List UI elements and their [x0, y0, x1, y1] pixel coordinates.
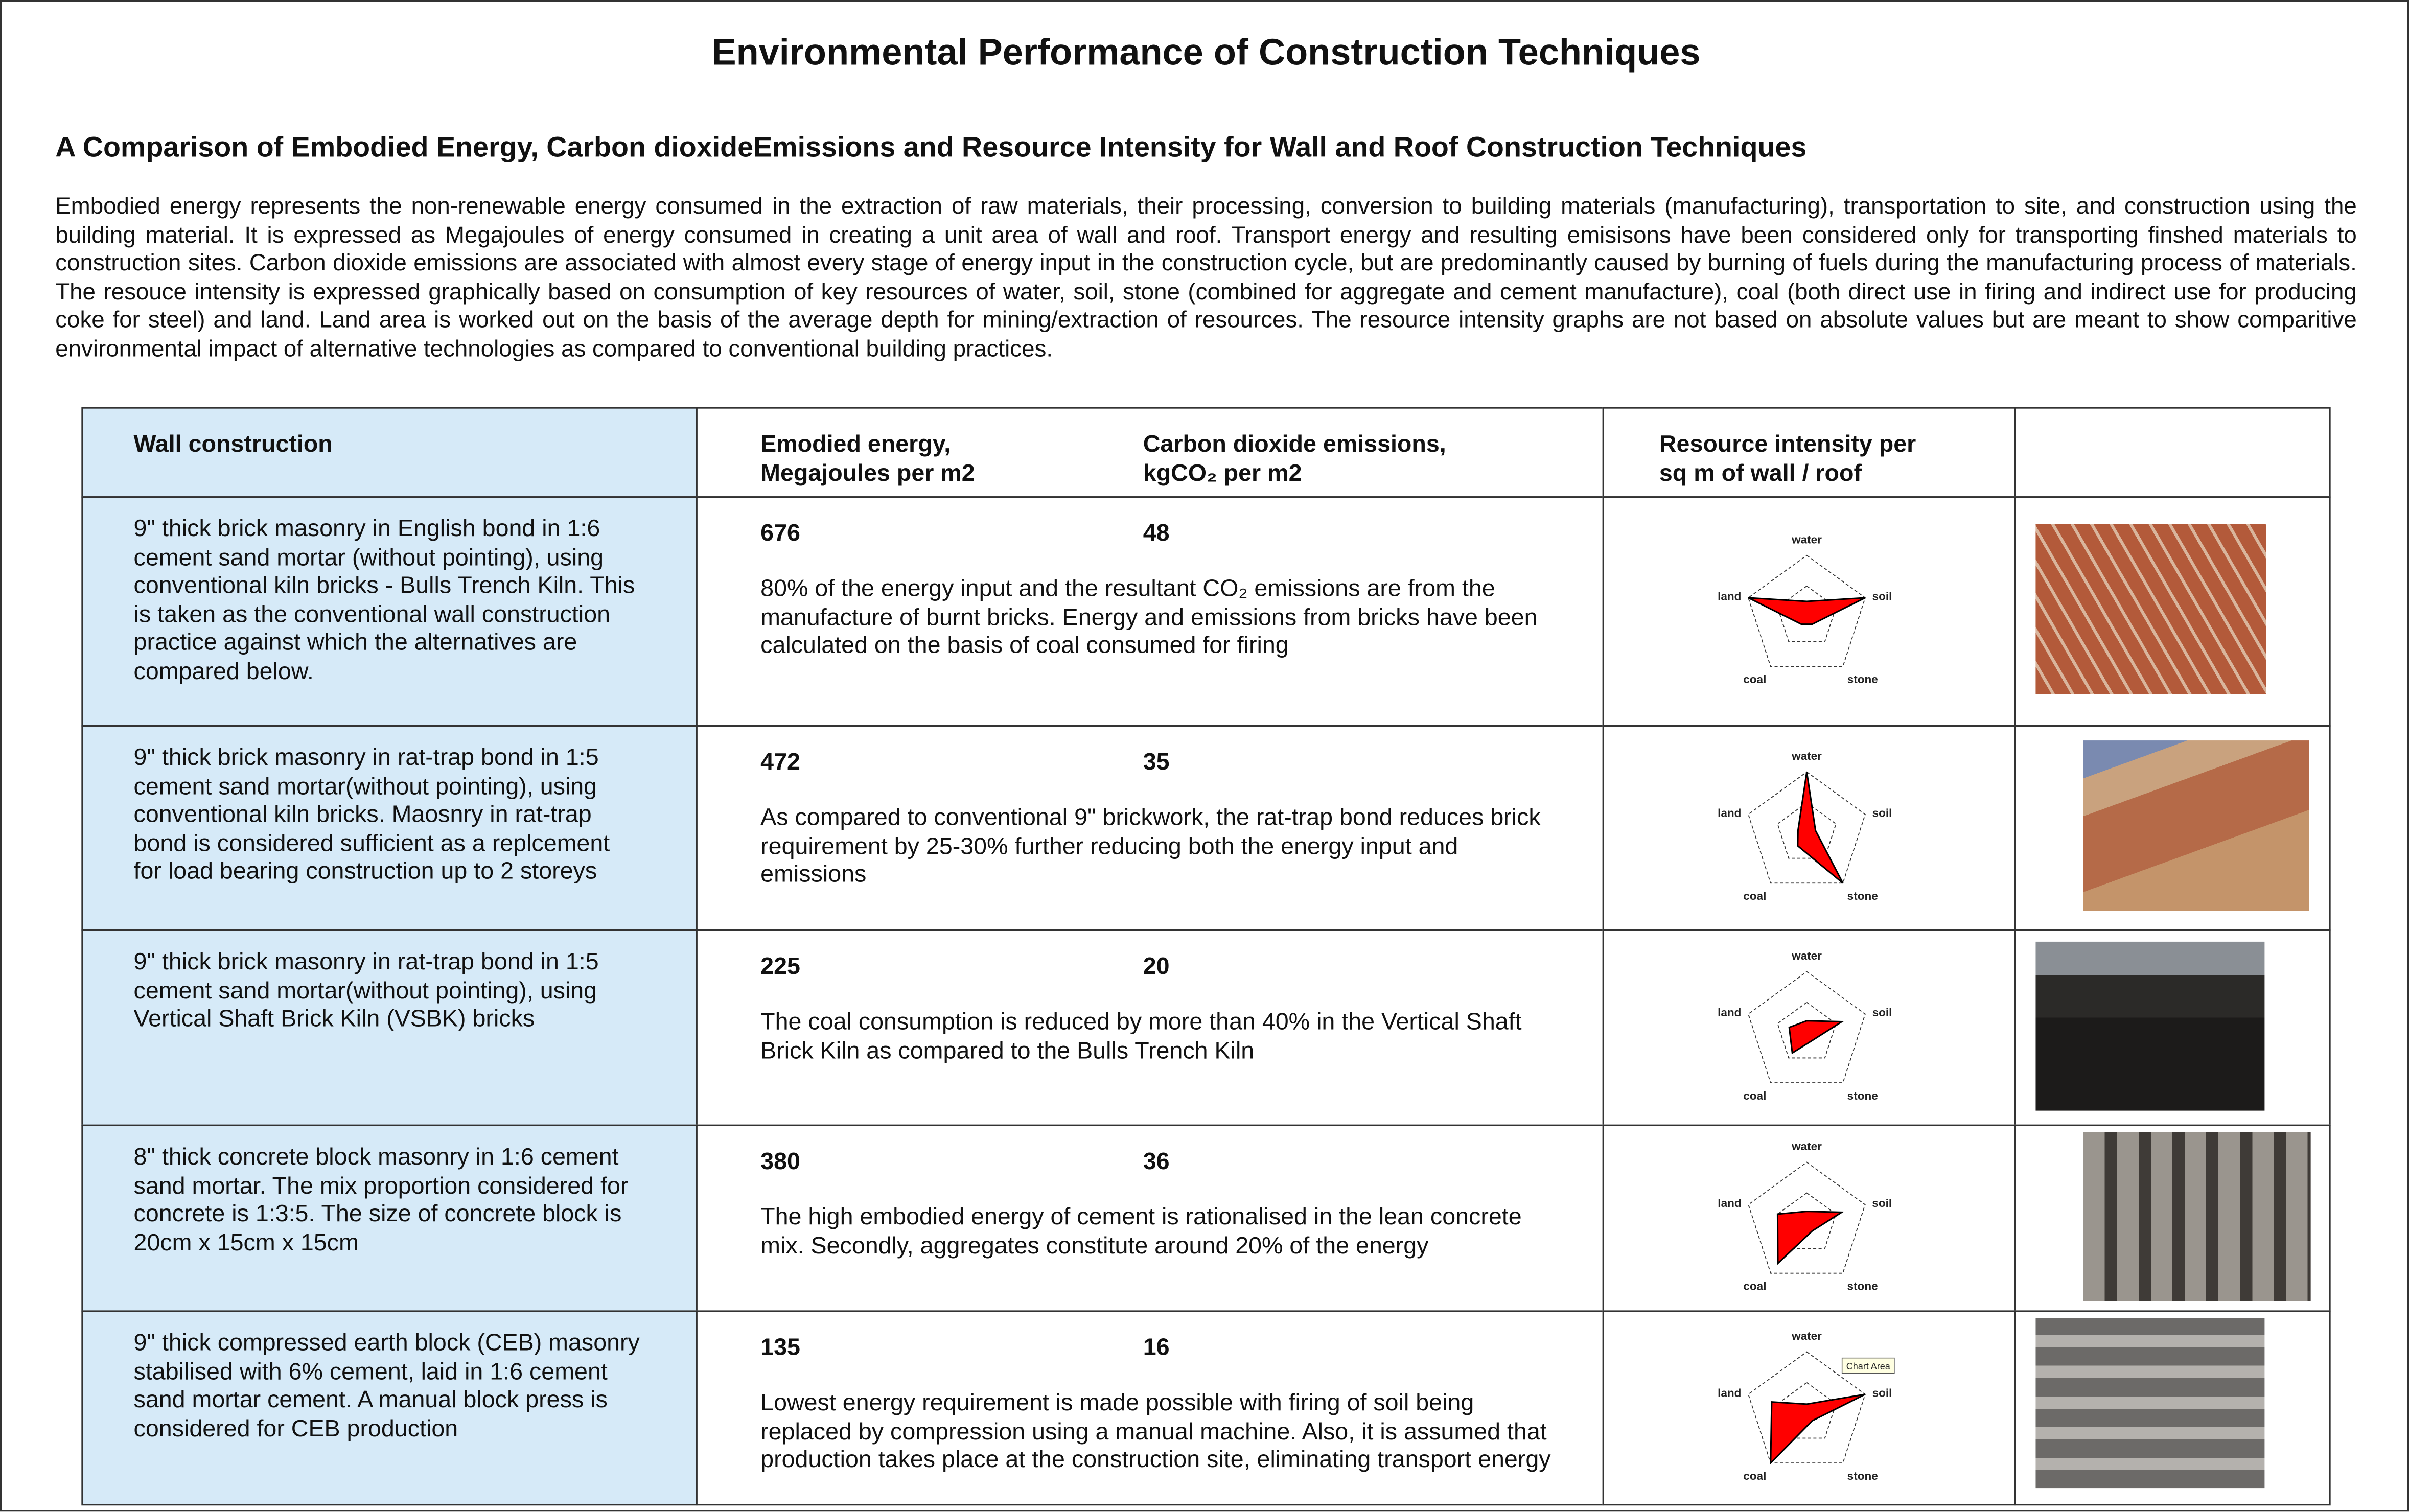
- table-cell: [696, 1124, 1604, 1312]
- column-header: Carbon dioxide emissions, kgCO₂ per m2: [1143, 431, 1446, 486]
- radar-axis-label: water: [1791, 949, 1822, 962]
- title: Environmental Performance of Constructio…: [711, 32, 1701, 74]
- photo: [2035, 524, 2266, 694]
- radar-chart: water soil stone coal land: [1718, 1140, 1892, 1292]
- table-cell: [696, 496, 1604, 727]
- radar-axis-label: soil: [1872, 1386, 1892, 1399]
- co2-emissions: 20: [1143, 953, 1170, 981]
- row-note: Lowest energy requirement is made possib…: [760, 1390, 1551, 1474]
- co2-emissions: 48: [1143, 521, 1170, 547]
- intro: Embodied energy represents the non-renew…: [55, 193, 2357, 362]
- radar-axis-label: water: [1791, 1330, 1822, 1342]
- tooltip: Chart Area: [1846, 1361, 1891, 1371]
- tooltip-box: [1841, 1357, 1895, 1374]
- radar-axis-label: water: [1791, 1140, 1822, 1153]
- radar-axis-label: water: [1791, 750, 1822, 762]
- co2-emissions: 36: [1143, 1149, 1170, 1175]
- row-note: The coal consumption is reduced by more …: [760, 1009, 1522, 1064]
- radar-axis-label: land: [1718, 1006, 1741, 1019]
- radar-axis-label: stone: [1847, 673, 1878, 686]
- embodied-energy: 135: [760, 1335, 800, 1361]
- radar-axis-label: stone: [1847, 1089, 1878, 1102]
- radar-ring: [1748, 1161, 1866, 1274]
- radar-chart: water soil stone coal land Chart Area: [1718, 1330, 1895, 1482]
- resource-polygon: [1770, 1393, 1866, 1465]
- radar-axis-label: soil: [1872, 1197, 1892, 1209]
- row-note: The high embodied energy of cement is ra…: [760, 1204, 1522, 1260]
- radar-axis-label: coal: [1743, 890, 1766, 902]
- radar-axis-label: soil: [1872, 806, 1892, 819]
- resource-polygon: [1748, 597, 1866, 625]
- radar-axis-label: coal: [1743, 1280, 1766, 1292]
- embodied-energy: 225: [760, 953, 800, 981]
- row-description: 9" thick brick masonry in rat-trap bond …: [133, 949, 599, 1033]
- table-cell: [696, 407, 1604, 498]
- photo: [2083, 1132, 2311, 1301]
- radar-axis-label: coal: [1743, 673, 1766, 686]
- co2-emissions: 35: [1143, 750, 1170, 776]
- column-header: Wall construction: [133, 431, 333, 458]
- radar-axis-label: land: [1718, 1386, 1741, 1399]
- table-cell: [81, 496, 698, 727]
- photo: [2035, 941, 2265, 1111]
- radar-axis-label: land: [1718, 1197, 1741, 1209]
- table-cell: [81, 407, 698, 498]
- column-header: Emodied energy, Megajoules per m2: [760, 431, 975, 486]
- radar-axis-label: water: [1791, 533, 1822, 546]
- embodied-energy: 380: [760, 1149, 800, 1175]
- embodied-energy: 676: [760, 521, 800, 547]
- radar-axis-label: stone: [1847, 890, 1878, 902]
- co2-emissions: 16: [1143, 1335, 1170, 1361]
- row-description: 8" thick concrete block masonry in 1:6 c…: [133, 1144, 629, 1257]
- radar-axis-label: coal: [1743, 1089, 1766, 1102]
- table-cell: [81, 1124, 698, 1312]
- resource-polygon: [1788, 1020, 1845, 1055]
- table-cell: [81, 725, 698, 931]
- photo: [2035, 1318, 2265, 1489]
- radar-chart: water soil stone coal land: [1718, 750, 1892, 902]
- radar-ring: [1748, 771, 1866, 884]
- radar-axis-label: soil: [1872, 1006, 1892, 1019]
- column-header: Resource intensity per sq m of wall / ro…: [1659, 431, 1916, 486]
- row-description: 9" thick brick masonry in rat-trap bond …: [133, 745, 610, 886]
- radar-chart: water soil stone coal land: [1718, 533, 1892, 686]
- table-cell: [696, 1310, 1604, 1506]
- table-cell: [81, 929, 698, 1126]
- radar-axis-label: land: [1718, 590, 1741, 602]
- row-description: 9" thick brick masonry in English bond i…: [133, 516, 635, 685]
- table-cell: [81, 1310, 698, 1506]
- radar-axis-label: stone: [1847, 1470, 1878, 1482]
- table-cell: [2014, 407, 2331, 498]
- row-description: 9" thick compressed earth block (CEB) ma…: [133, 1330, 640, 1443]
- radar-axis-label: coal: [1743, 1470, 1766, 1482]
- radar-axis-label: stone: [1847, 1280, 1878, 1292]
- radar-axis-label: soil: [1872, 590, 1892, 602]
- table-cell: [696, 725, 1604, 931]
- row-note: 80% of the energy input and the resultan…: [760, 576, 1538, 660]
- resource-polygon: [1776, 1211, 1844, 1265]
- resource-polygon: [1797, 772, 1844, 884]
- radar-ring: [1748, 971, 1866, 1083]
- radar-chart: water soil stone coal land: [1718, 949, 1892, 1102]
- radar-ring: [1748, 554, 1866, 667]
- embodied-energy: 472: [760, 750, 800, 776]
- photo: [2083, 740, 2309, 911]
- subtitle: A Comparison of Embodied Energy, Carbon …: [55, 130, 1807, 163]
- radar-ring: [1748, 1351, 1866, 1464]
- row-note: As compared to conventional 9" brickwork…: [760, 805, 1541, 889]
- radar-axis-label: land: [1718, 806, 1741, 819]
